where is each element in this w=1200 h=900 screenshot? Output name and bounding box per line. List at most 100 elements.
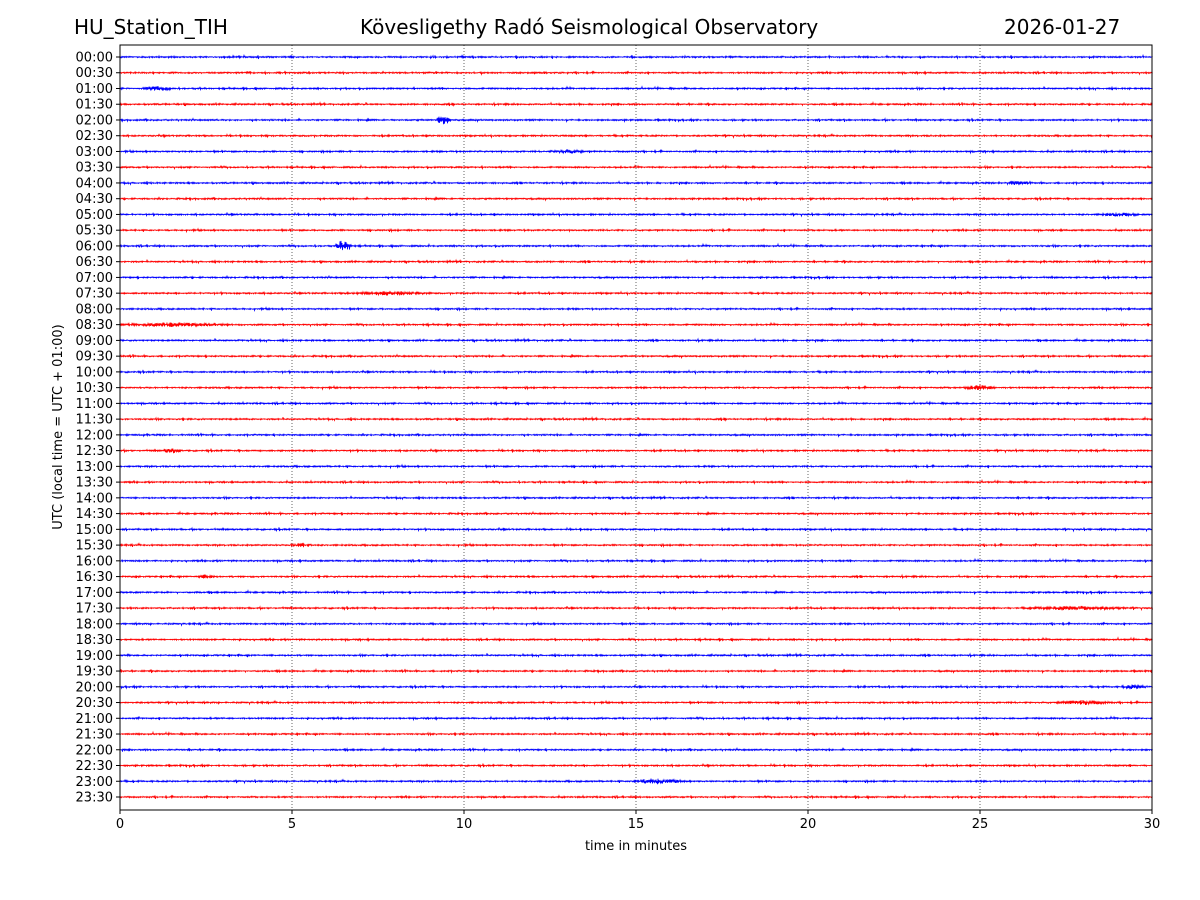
trace-0330 [119, 164, 1153, 171]
observatory-title: Kövesligethy Radó Seismological Observat… [360, 15, 819, 39]
y-tick-label: 11:30 [76, 413, 113, 428]
y-tick-label: 03:00 [76, 145, 113, 160]
y-tick-label: 05:30 [76, 224, 113, 239]
y-axis-label: UTC (local time = UTC + 01:00) [51, 324, 66, 529]
y-tick-label: 16:30 [76, 570, 113, 585]
trace-2200 [119, 746, 1153, 753]
y-tick-label: 21:00 [76, 712, 113, 727]
trace-1030 [119, 384, 1153, 391]
y-tick-label: 22:00 [76, 743, 113, 758]
y-tick-label: 17:30 [76, 602, 113, 617]
y-tick-label: 00:00 [76, 51, 113, 66]
y-tick-label: 15:30 [76, 539, 113, 554]
trace-1130 [119, 415, 1153, 422]
y-tick-label: 17:00 [76, 586, 113, 601]
y-tick-label: 19:00 [76, 649, 113, 664]
trace-0900 [119, 337, 1153, 344]
y-tick-label: 12:30 [76, 444, 113, 459]
trace-0030 [119, 69, 1153, 76]
y-tick-label: 18:00 [76, 617, 113, 632]
y-tick-label: 22:30 [76, 759, 113, 774]
date-title: 2026-01-27 [1004, 15, 1121, 39]
y-tick-label: 12:00 [76, 428, 113, 443]
trace-0130 [119, 101, 1153, 108]
x-tick-label: 0 [116, 817, 124, 832]
trace-1700 [119, 589, 1153, 596]
y-tick-label: 04:00 [76, 176, 113, 191]
y-tick-label: 07:00 [76, 271, 113, 286]
y-tick-label: 11:00 [76, 397, 113, 412]
y-tick-label: 13:30 [76, 476, 113, 491]
trace-1400 [119, 494, 1153, 501]
trace-0500 [119, 211, 1153, 218]
y-tick-label: 00:30 [76, 66, 113, 81]
trace-0700 [119, 274, 1153, 281]
y-tick-label: 10:30 [76, 381, 113, 396]
trace-0300 [119, 148, 1153, 155]
trace-2230 [119, 762, 1153, 769]
y-tick-label: 13:00 [76, 460, 113, 475]
trace-1100 [119, 400, 1153, 407]
y-tick-label: 19:30 [76, 665, 113, 680]
trace-1830 [119, 636, 1153, 643]
trace-1730 [119, 605, 1153, 612]
y-tick-label: 10:00 [76, 365, 113, 380]
y-tick-label: 20:00 [76, 680, 113, 695]
y-tick-label: 23:30 [76, 791, 113, 806]
y-tick-label: 16:00 [76, 554, 113, 569]
x-tick-label: 15 [628, 817, 645, 832]
trace-0400 [119, 179, 1153, 186]
y-tick-label: 08:00 [76, 302, 113, 317]
trace-0000 [119, 53, 1153, 60]
trace-0730 [119, 290, 1153, 297]
y-tick-label: 02:00 [76, 113, 113, 128]
trace-0830 [119, 321, 1153, 328]
trace-0430 [119, 196, 1153, 202]
trace-0600 [119, 240, 1153, 251]
y-tick-label: 05:00 [76, 208, 113, 223]
y-tick-label: 04:30 [76, 192, 113, 207]
trace-1530 [119, 542, 1153, 549]
trace-2330 [119, 793, 1153, 801]
y-tick-label: 23:00 [76, 775, 113, 790]
y-tick-label: 08:30 [76, 318, 113, 333]
trace-1500 [119, 526, 1153, 533]
trace-2130 [119, 730, 1153, 737]
x-tick-label: 25 [972, 817, 989, 832]
y-tick-label: 21:30 [76, 728, 113, 743]
trace-1630 [119, 573, 1153, 580]
trace-1230 [119, 447, 1153, 454]
trace-0230 [119, 132, 1153, 139]
y-tick-label: 15:00 [76, 523, 113, 538]
x-tick-label: 10 [456, 817, 473, 832]
trace-2100 [119, 715, 1153, 722]
station-title: HU_Station_TIH [74, 15, 228, 39]
y-tick-label: 06:00 [76, 239, 113, 254]
trace-0530 [119, 227, 1153, 234]
x-tick-label: 5 [288, 817, 296, 832]
y-tick-label: 06:30 [76, 255, 113, 270]
y-tick-label: 01:00 [76, 82, 113, 97]
y-tick-label: 20:30 [76, 696, 113, 711]
trace-0200 [119, 116, 1153, 125]
trace-1930 [119, 667, 1153, 675]
y-tick-label: 01:30 [76, 98, 113, 113]
y-tick-label: 18:30 [76, 633, 113, 648]
trace-0930 [119, 353, 1153, 360]
y-tick-label: 14:30 [76, 507, 113, 522]
trace-1600 [119, 557, 1153, 564]
x-tick-label: 30 [1144, 817, 1161, 832]
trace-2300 [119, 778, 1153, 785]
y-tick-label: 07:30 [76, 287, 113, 302]
x-axis-label: time in minutes [585, 839, 687, 854]
y-tick-label: 14:00 [76, 491, 113, 506]
x-tick-label: 20 [800, 817, 817, 832]
trace-0100 [119, 85, 1153, 92]
trace-1430 [119, 510, 1153, 517]
trace-1200 [119, 432, 1153, 438]
trace-0630 [119, 258, 1153, 265]
trace-0800 [119, 306, 1153, 313]
trace-1300 [119, 463, 1153, 470]
y-tick-label: 09:00 [76, 334, 113, 349]
